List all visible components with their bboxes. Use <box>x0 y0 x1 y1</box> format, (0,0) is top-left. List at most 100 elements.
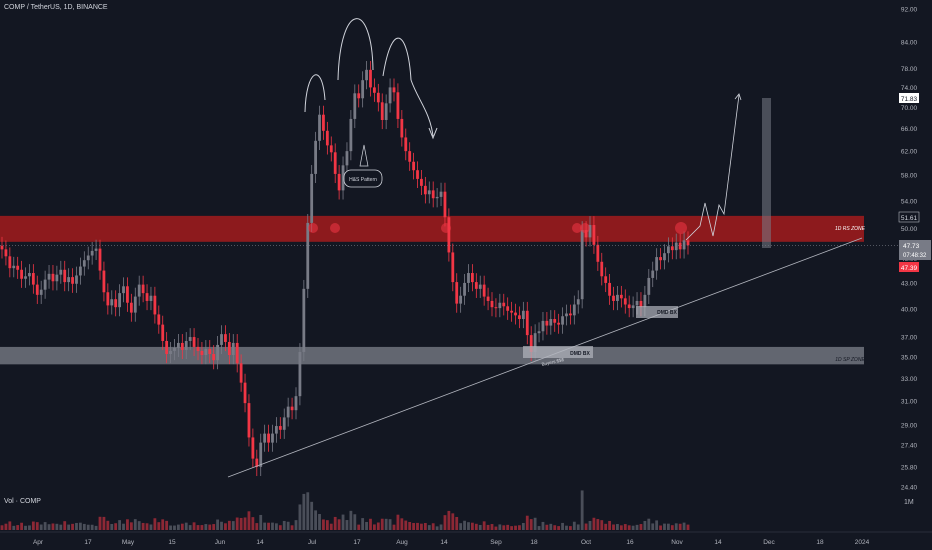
volume-bar <box>161 519 165 530</box>
target-range-bar[interactable] <box>762 98 771 248</box>
candle-body <box>369 69 372 88</box>
candle-body <box>416 170 419 179</box>
volume-bar <box>286 521 290 530</box>
candle-body <box>588 225 592 238</box>
candle-body <box>16 265 20 270</box>
volume-bar <box>271 522 274 530</box>
volume-bar <box>647 518 651 530</box>
volume-bar <box>478 524 482 530</box>
volume-bar <box>59 524 63 530</box>
volume-bar <box>126 519 129 530</box>
candle-body <box>392 87 396 93</box>
projection-path <box>685 94 740 241</box>
candle-body <box>31 273 35 285</box>
candle-body <box>169 350 172 354</box>
price-tick-label: 24.40 <box>901 485 918 492</box>
zone-top-badge-text: 51.61 <box>901 215 918 222</box>
price-badges: 71.83 51.61 47.73 07:48:32 47.39 <box>898 93 931 272</box>
candle-body <box>235 342 239 364</box>
candle-body <box>325 130 329 146</box>
volume-bar <box>502 525 506 530</box>
candle-body <box>619 294 623 299</box>
candle-body <box>192 337 196 347</box>
candle-body <box>510 310 513 313</box>
pattern-callout-box[interactable] <box>343 169 383 188</box>
volume-bar <box>24 525 27 530</box>
candle-body <box>663 253 666 261</box>
volume-bar <box>35 522 39 530</box>
volume-bar <box>423 523 427 530</box>
candle-body <box>286 406 290 418</box>
volume-bar <box>231 521 235 530</box>
volume-bar <box>631 525 635 530</box>
candle-body <box>290 406 294 411</box>
volume-bar <box>435 526 439 530</box>
price-tick-label: 74.00 <box>901 85 918 92</box>
candle-body <box>278 426 282 430</box>
candle-body <box>565 313 568 317</box>
volume-bar <box>412 522 415 530</box>
time-axis[interactable]: Apr 17 May 15 Jun 14 Jul 17 Aug 14 Sep 18 Oct 16 Nov 14… <box>0 531 932 546</box>
candle-body <box>220 334 223 345</box>
time-tick-label: Dec <box>763 539 775 546</box>
volume-bar <box>608 520 611 530</box>
candle-body <box>639 300 643 308</box>
price-tick-label: 35.00 <box>901 355 918 362</box>
volume-bar <box>122 523 125 530</box>
volume-bar <box>196 525 200 530</box>
volume-bar <box>604 523 608 530</box>
time-tick-label: 14 <box>440 539 448 546</box>
volume-scale-label: 1M <box>904 499 914 506</box>
dmd-box-lower[interactable] <box>523 346 593 358</box>
candle-body <box>384 103 388 120</box>
volume-bar <box>28 525 31 530</box>
price-tick-label: 29.00 <box>901 422 918 429</box>
candle-body <box>549 319 553 326</box>
volume-bar <box>290 525 294 530</box>
candle-body <box>184 340 188 350</box>
volume-bar <box>306 492 310 530</box>
time-tick-label: 18 <box>530 539 538 546</box>
candle-body <box>404 137 408 152</box>
countdown-text: 07:48:32 <box>903 253 927 259</box>
candle-body <box>55 274 59 282</box>
volume-bar <box>518 525 521 530</box>
candle-body <box>141 284 145 294</box>
volume-bar <box>529 519 533 530</box>
candle-body <box>655 257 659 271</box>
down-arrow-curve <box>410 79 434 137</box>
volume-bar <box>145 523 149 530</box>
volume-bar <box>659 525 662 530</box>
volume-bar <box>153 518 157 530</box>
candle-body <box>506 306 510 311</box>
volume-bar <box>655 520 659 530</box>
volume-bar <box>431 523 435 530</box>
price-tick-label: 78.00 <box>901 66 918 73</box>
candle-body <box>216 344 219 361</box>
candle-body <box>412 161 415 171</box>
volume-bar <box>541 521 545 530</box>
candle-body <box>459 295 463 304</box>
dmd-box-upper[interactable] <box>636 306 678 318</box>
left-shoulder-arc <box>304 74 326 113</box>
volume-bar <box>353 514 357 530</box>
current-price-text: 47.73 <box>903 243 920 250</box>
volume-bar <box>75 522 78 530</box>
candle-body <box>608 282 611 296</box>
volume-bar <box>318 514 321 530</box>
symbol-title: COMP / TetherUS, 1D, BINANCE <box>4 4 108 11</box>
time-tick-label: 17 <box>84 539 92 546</box>
volume-bar <box>8 521 12 530</box>
candle-body <box>71 277 74 284</box>
candle-body <box>627 304 631 309</box>
volume-bar <box>188 525 192 530</box>
volume-bar <box>616 524 619 530</box>
candle-body <box>365 69 368 81</box>
candle-body <box>302 288 306 352</box>
low-price-text: 47.39 <box>901 265 918 272</box>
candle-body <box>478 284 482 289</box>
candle-body <box>373 87 376 93</box>
volume-bar <box>639 524 643 530</box>
volume-bar <box>584 523 588 530</box>
